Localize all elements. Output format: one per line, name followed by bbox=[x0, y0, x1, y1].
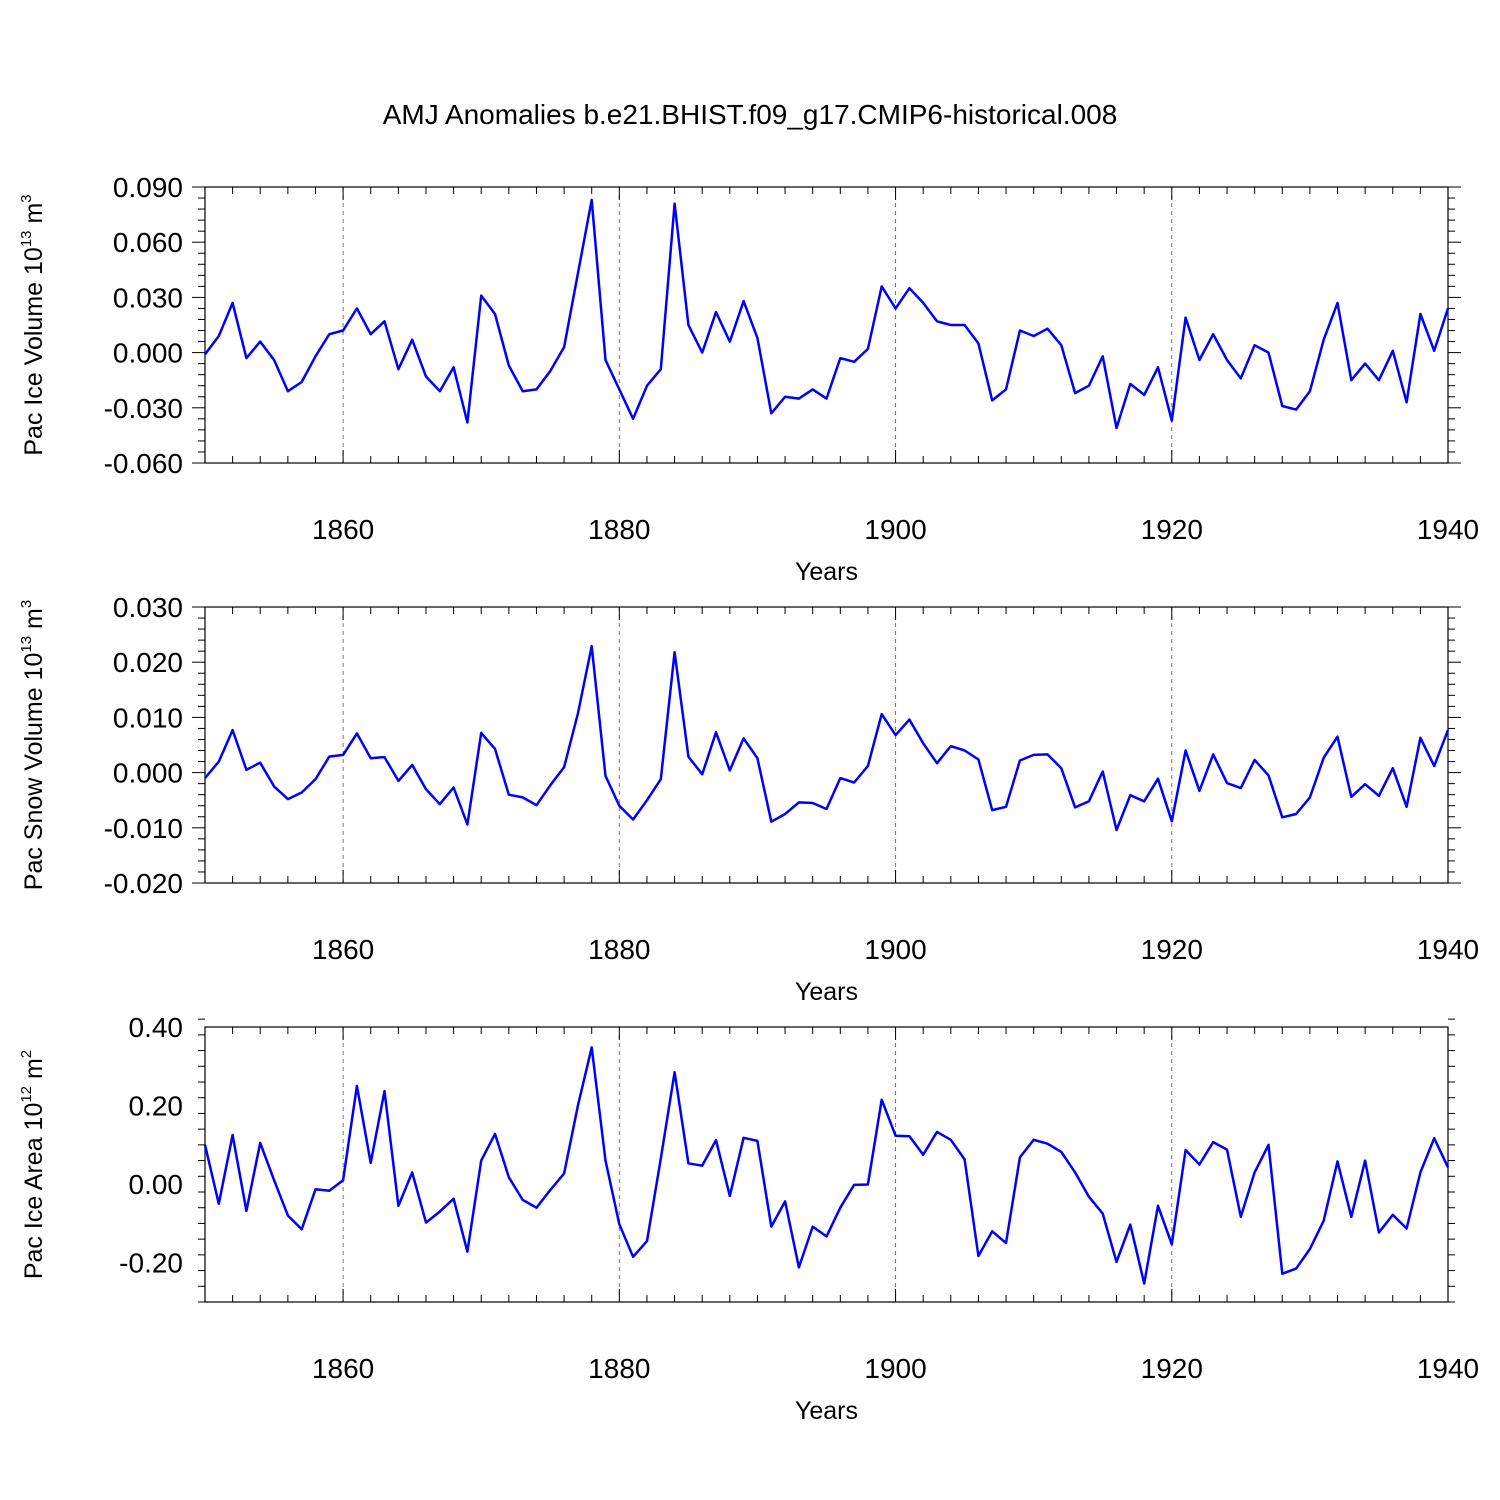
y-axis-label-part: 3 bbox=[18, 194, 35, 202]
y-tick-label: 0.060 bbox=[113, 227, 183, 258]
y-axis-label-part: 13 bbox=[18, 636, 35, 653]
plot-frame bbox=[204, 1026, 1449, 1303]
y-tick-label: -0.030 bbox=[104, 393, 183, 424]
y-axis-label-part: 12 bbox=[18, 1086, 35, 1103]
x-tick-label: 1860 bbox=[312, 514, 374, 545]
y-axis-label-part: m bbox=[20, 1058, 48, 1086]
x-axis-label: Years bbox=[795, 978, 858, 1006]
y-tick-label: 0.020 bbox=[113, 647, 183, 678]
x-tick-label: 1900 bbox=[864, 514, 926, 545]
x-tick-label: 1880 bbox=[588, 1353, 650, 1384]
y-axis-label-part: Pac Snow Volume 10 bbox=[20, 653, 48, 891]
y-axis-label-part: Pac Ice Volume 10 bbox=[20, 247, 48, 455]
y-tick-label: 0.00 bbox=[129, 1169, 184, 1200]
y-tick-label: 0.000 bbox=[113, 338, 183, 369]
y-axis-label: Pac Snow Volume 1013 m3 bbox=[18, 600, 48, 890]
x-tick-label: 1880 bbox=[588, 934, 650, 965]
y-tick-label: 0.090 bbox=[113, 172, 183, 203]
y-tick-label: 0.40 bbox=[129, 1012, 184, 1043]
y-axis-label-part: 2 bbox=[18, 1050, 35, 1058]
x-axis-label: Years bbox=[795, 1397, 858, 1425]
y-tick-label: 0.030 bbox=[113, 282, 183, 313]
panel-snow-volume: -0.020 -0.010 0.000 0.010 0.020 0.030 1860 1880… bbox=[18, 592, 1479, 1006]
chart-title: AMJ Anomalies b.e21.BHIST.f09_g17.CMIP6-… bbox=[383, 99, 1118, 130]
y-axis-label-part: 13 bbox=[18, 230, 35, 247]
x-tick-label: 1940 bbox=[1417, 514, 1479, 545]
x-tick-label: 1920 bbox=[1141, 514, 1203, 545]
panel-ice-volume: -0.060 -0.030 0.000 0.030 0.060 0.090 1860 1880… bbox=[18, 172, 1479, 586]
y-axis-label: Pac Ice Volume 1013 m3 bbox=[18, 194, 48, 455]
x-axis-label: Years bbox=[795, 558, 858, 586]
y-axis-label-part: m bbox=[20, 608, 48, 636]
x-tick-label: 1920 bbox=[1141, 1353, 1203, 1384]
series-line bbox=[204, 644, 1450, 832]
y-tick-label: 0.030 bbox=[113, 592, 183, 623]
x-tick-label: 1860 bbox=[312, 1353, 374, 1384]
y-axis-label-part: Pac Ice Area 10 bbox=[20, 1103, 48, 1280]
panel-ice-area: -0.20 0.00 0.20 0.40 1860 1880 1900 1920 1940 Yea… bbox=[18, 1012, 1479, 1425]
y-tick-label: -0.20 bbox=[119, 1248, 183, 1279]
series-line bbox=[203, 1046, 1450, 1285]
y-tick-label: -0.020 bbox=[104, 868, 183, 899]
x-tick-label: 1880 bbox=[588, 514, 650, 545]
x-tick-label: 1900 bbox=[864, 1353, 926, 1384]
plot-frame bbox=[204, 186, 1449, 464]
y-axis-label-part: 3 bbox=[18, 600, 35, 608]
y-tick-label: 0.20 bbox=[129, 1091, 184, 1122]
x-tick-label: 1940 bbox=[1417, 1353, 1479, 1384]
x-tick-label: 1940 bbox=[1417, 934, 1479, 965]
x-tick-label: 1920 bbox=[1141, 934, 1203, 965]
y-tick-label: -0.010 bbox=[104, 813, 183, 844]
y-axis-label-part: m bbox=[20, 203, 48, 231]
y-axis-label: Pac Ice Area 1012 m2 bbox=[18, 1050, 48, 1279]
plot-frame bbox=[204, 606, 1449, 884]
y-tick-label: 0.000 bbox=[113, 758, 183, 789]
y-tick-label: 0.010 bbox=[113, 702, 183, 733]
x-tick-label: 1860 bbox=[312, 934, 374, 965]
x-tick-label: 1900 bbox=[864, 934, 926, 965]
series-line bbox=[204, 198, 1450, 430]
y-tick-label: -0.060 bbox=[104, 448, 183, 479]
